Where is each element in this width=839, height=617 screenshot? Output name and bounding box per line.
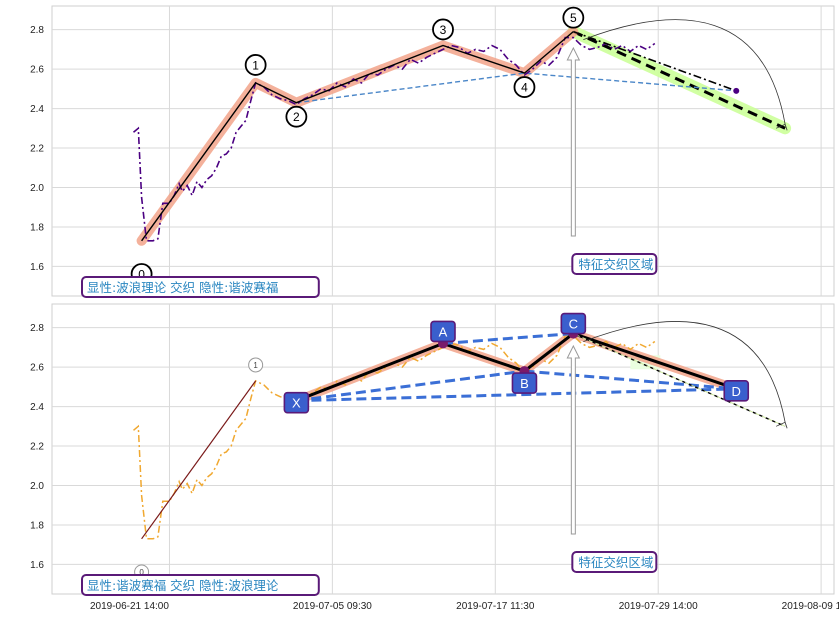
x-tick-label: 2019-06-21 14:00 <box>90 601 169 612</box>
harmonic-dashed-xd <box>296 387 737 403</box>
x-tick-label: 2019-07-29 14:00 <box>619 601 698 612</box>
y-tick-label: 2.0 <box>30 183 44 194</box>
price-series <box>132 36 656 242</box>
harmonic-point-box <box>560 312 587 335</box>
projection-arc-head <box>775 421 788 429</box>
wave-marker-label: 0 <box>138 268 145 282</box>
x-tick-label: 2019-07-05 09:30 <box>293 601 372 612</box>
top-panel: 1.6 1.8 2.0 2.2 2.4 2.6 2.8 0 1 2 3 4 5 特征交织区域显性:波浪理论… <box>30 5 835 298</box>
projection-arc-head <box>775 123 788 131</box>
harmonic-point-box <box>511 372 538 394</box>
projection-dashed <box>572 30 786 130</box>
callout-box <box>571 551 658 573</box>
wave-marker-label: 4 <box>521 81 528 95</box>
target-dot <box>733 87 740 94</box>
harmonic-dashed-bd <box>524 369 737 391</box>
hidden-harmonic-dashed <box>296 72 737 104</box>
callout-box <box>571 253 658 275</box>
y-tick-label: 2.4 <box>30 104 44 115</box>
legend-top-box <box>81 276 320 298</box>
wave-marker-label: 5 <box>570 11 577 25</box>
y-tick-label: 2.0 <box>30 481 44 492</box>
legend-top: 显性:波浪理论 交织 隐性:谐波赛福 <box>87 280 278 295</box>
wave-marker-circle <box>562 6 585 29</box>
projection-arc <box>583 321 786 423</box>
legend-bottom-box <box>81 574 320 596</box>
y-tick-label: 2.4 <box>30 402 44 413</box>
callout-label: 特征交织区域 <box>578 257 653 272</box>
harmonic-point-label: C <box>569 317 578 332</box>
y-tick-label: 1.8 <box>30 222 44 233</box>
hidden-wave-label: 0 <box>139 568 144 577</box>
projection-arc <box>583 19 786 125</box>
harmonic-point-label: A <box>439 324 448 339</box>
harmonic-point-box <box>430 320 456 343</box>
legend-bottom: 显性:谐波赛福 交织 隐性:波浪理论 <box>87 578 279 593</box>
hidden-wave-label: 1 <box>253 361 258 370</box>
callout-label: 特征交织区域 <box>578 555 653 570</box>
harmonic-point-label: D <box>732 384 741 399</box>
wave-line <box>141 31 574 242</box>
x-tick-label: 2019-08-09 10:00 <box>782 601 839 612</box>
callout-arrow <box>566 46 581 237</box>
wave-marker-circle <box>432 18 454 41</box>
y-tick-label: 1.8 <box>30 520 44 531</box>
hidden-wave-line <box>141 380 257 540</box>
wave-marker-label: 3 <box>440 23 447 37</box>
wave-marker-label: 1 <box>252 58 259 72</box>
x-axis: 2019-06-21 14:00 2019-07-05 09:30 2019-07-… <box>90 601 839 612</box>
callout-arrow <box>566 344 581 535</box>
x-tick-label: 2019-07-17 11:30 <box>456 601 535 612</box>
bottom-panel: 1.6 1.8 2.0 2.2 2.4 2.6 2.8 0 1 X A B C D 特征交织区域显性:谐波赛… <box>30 303 835 596</box>
y-tick-label: 1.6 <box>30 262 44 273</box>
harmonic-point-box <box>723 380 750 402</box>
harmonic-point-label: X <box>292 396 301 411</box>
projection-dashed-alt <box>573 333 786 427</box>
harmonic-dashed-ac <box>442 332 574 345</box>
wave-marker-circle <box>513 76 536 98</box>
y-tick-label: 2.2 <box>30 144 44 155</box>
y-tick-label: 1.6 <box>30 560 44 571</box>
wave-marker-circle <box>244 54 267 76</box>
plot-area <box>51 303 835 595</box>
y-tick-label: 2.6 <box>30 363 44 374</box>
y-tick-label: 2.8 <box>30 323 44 334</box>
y-tick-label: 2.8 <box>30 25 44 36</box>
harmonic-dashed-xb <box>296 369 525 403</box>
target-dashdot <box>573 30 737 92</box>
harmonic-point-box <box>283 391 310 414</box>
hidden-wave-marker <box>248 357 264 373</box>
wave-marker-circle <box>285 105 308 128</box>
y-tick-label: 2.2 <box>30 442 44 453</box>
y-tick-label: 2.6 <box>30 65 44 76</box>
plot-area <box>51 5 835 297</box>
wave-marker-label: 2 <box>293 110 300 124</box>
harmonic-point-label: B <box>520 376 529 391</box>
